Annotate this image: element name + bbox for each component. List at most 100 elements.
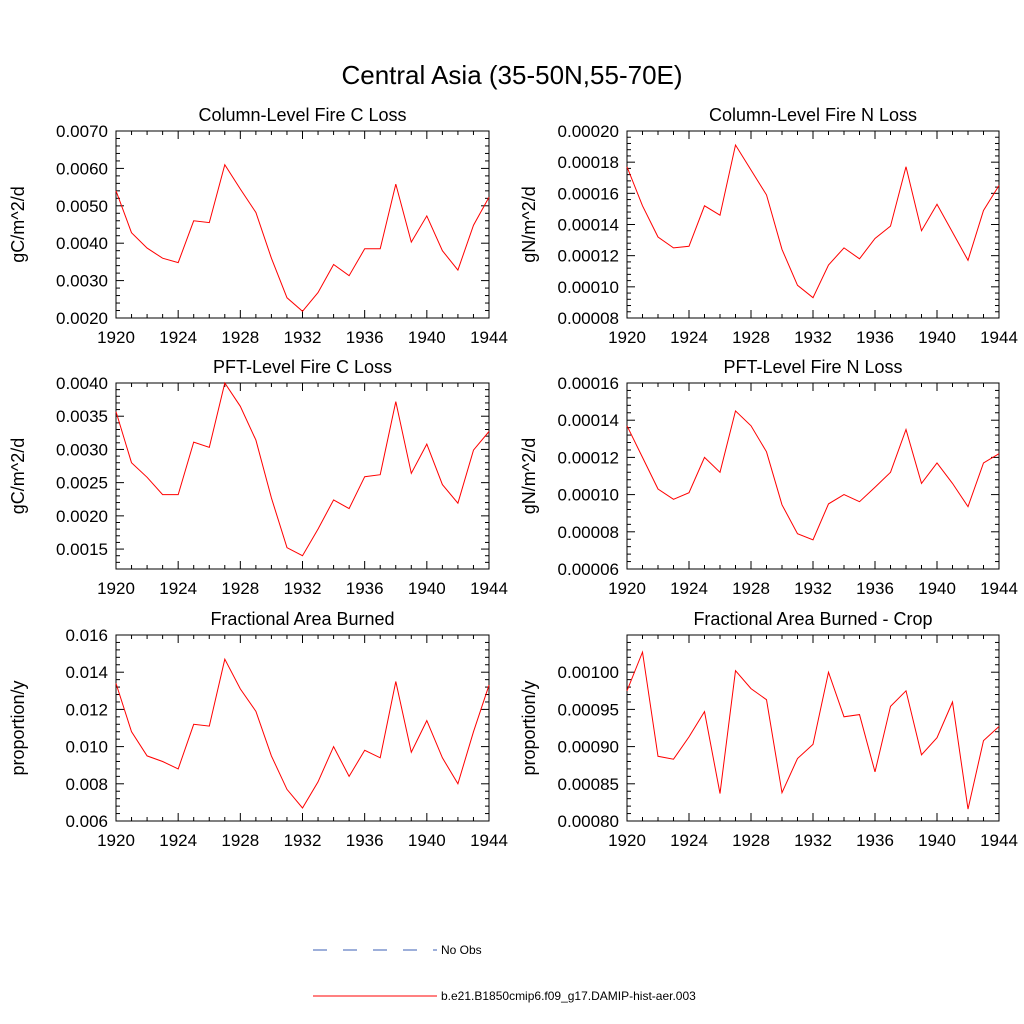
x-tick-label: 1940 <box>918 831 956 850</box>
y-tick-label: 0.00090 <box>558 738 619 757</box>
y-axis-label: proportion/y <box>519 680 539 775</box>
y-tick-label: 0.0020 <box>56 309 108 328</box>
chart-panels: Column-Level Fire C Loss gC/m^2/d 1920 1924… <box>8 105 1018 850</box>
x-tick-label: 1920 <box>97 328 135 347</box>
chart-panel-2: Column-Level Fire N Loss gN/m^2/d 1920 1924… <box>519 105 1018 347</box>
x-tick-label: 1932 <box>284 579 322 598</box>
y-axis-label: gC/m^2/d <box>8 438 28 514</box>
panel-title: Column-Level Fire C Loss <box>198 105 406 125</box>
y-tick-label: 0.00080 <box>558 812 619 831</box>
series-line <box>626 409 1000 541</box>
chart-panel-3: PFT-Level Fire C Loss gC/m^2/d 1920 1924 192… <box>8 357 508 598</box>
y-tick-label: 0.014 <box>65 663 108 682</box>
y-tick-label: 0.00012 <box>558 448 619 467</box>
y-tick-label: 0.00016 <box>558 184 619 203</box>
series-line <box>626 650 1000 810</box>
x-tick-label: 1928 <box>732 328 770 347</box>
x-tick-label: 1936 <box>346 831 384 850</box>
x-tick-label: 1936 <box>346 328 384 347</box>
y-tick-label: 0.0030 <box>56 272 108 291</box>
plot-frame <box>626 382 1000 570</box>
y-axis-label: gC/m^2/d <box>8 186 28 262</box>
y-tick-label: 0.0040 <box>56 234 108 253</box>
chart-panel-6: Fractional Area Burned - Crop proportion/… <box>519 609 1018 850</box>
y-tick-label: 0.00014 <box>558 216 619 235</box>
x-tick-label: 1928 <box>221 831 259 850</box>
panel-title: Fractional Area Burned <box>210 609 394 629</box>
series-line <box>115 657 490 809</box>
x-tick-label: 1940 <box>918 579 956 598</box>
x-tick-label: 1944 <box>980 831 1018 850</box>
x-tick-label: 1944 <box>980 579 1018 598</box>
x-tick-label: 1936 <box>856 831 894 850</box>
legend: No Obs b.e21.B1850cmip6.f09_g17.DAMIP-his… <box>313 943 696 1003</box>
y-tick-label: 0.00012 <box>558 247 619 266</box>
x-tick-label: 1920 <box>97 831 135 850</box>
series-line <box>115 163 490 313</box>
x-tick-label: 1920 <box>608 579 646 598</box>
x-tick-label: 1928 <box>221 328 259 347</box>
x-tick-label: 1932 <box>794 831 832 850</box>
plot-frame <box>115 382 490 570</box>
x-tick-label: 1924 <box>159 328 197 347</box>
x-tick-label: 1932 <box>284 831 322 850</box>
chart-panel-5: Fractional Area Burned proportion/y 1920 19… <box>8 609 508 850</box>
x-tick-label: 1928 <box>221 579 259 598</box>
x-tick-label: 1924 <box>670 328 708 347</box>
x-tick-label: 1920 <box>97 579 135 598</box>
y-tick-label: 0.00095 <box>558 700 619 719</box>
x-tick-label: 1944 <box>470 831 508 850</box>
y-tick-label: 0.00085 <box>558 775 619 794</box>
y-tick-label: 0.0060 <box>56 159 108 178</box>
x-tick-label: 1944 <box>470 579 508 598</box>
x-tick-label: 1944 <box>470 328 508 347</box>
x-tick-label: 1924 <box>159 831 197 850</box>
x-tick-label: 1940 <box>918 328 956 347</box>
x-tick-label: 1940 <box>408 328 446 347</box>
y-tick-label: 0.00010 <box>558 486 619 505</box>
x-tick-label: 1936 <box>346 579 384 598</box>
y-tick-label: 0.00016 <box>558 374 619 393</box>
y-tick-label: 0.010 <box>65 738 108 757</box>
plot-frame <box>115 634 490 822</box>
x-tick-label: 1924 <box>670 831 708 850</box>
figure-title: Central Asia (35-50N,55-70E) <box>341 60 682 90</box>
x-tick-label: 1936 <box>856 579 894 598</box>
y-axis-label: gN/m^2/d <box>519 186 539 262</box>
x-tick-label: 1920 <box>608 328 646 347</box>
y-tick-label: 0.006 <box>65 812 108 831</box>
series-line <box>626 143 1000 299</box>
series-line <box>115 381 490 557</box>
y-tick-label: 0.0015 <box>56 540 108 559</box>
y-tick-label: 0.00014 <box>558 411 619 430</box>
panel-title: Column-Level Fire N Loss <box>709 105 917 125</box>
x-tick-label: 1940 <box>408 579 446 598</box>
y-tick-label: 0.0025 <box>56 474 108 493</box>
legend-label: No Obs <box>441 943 482 957</box>
legend-label: b.e21.B1850cmip6.f09_g17.DAMIP-hist-aer.… <box>441 989 696 1003</box>
y-tick-label: 0.00018 <box>558 153 619 172</box>
y-tick-label: 0.0030 <box>56 440 108 459</box>
x-tick-label: 1932 <box>794 579 832 598</box>
x-tick-label: 1928 <box>732 579 770 598</box>
y-axis-label: proportion/y <box>8 680 28 775</box>
x-tick-label: 1920 <box>608 831 646 850</box>
plot-frame <box>115 130 490 319</box>
y-tick-label: 0.00006 <box>558 560 619 579</box>
panel-title: PFT-Level Fire C Loss <box>213 357 392 377</box>
y-tick-label: 0.0070 <box>56 122 108 141</box>
x-tick-label: 1940 <box>408 831 446 850</box>
panel-title: Fractional Area Burned - Crop <box>693 609 932 629</box>
chart-panel-1: Column-Level Fire C Loss gC/m^2/d 1920 1924… <box>8 105 508 347</box>
plot-frame <box>626 634 1000 822</box>
x-tick-label: 1924 <box>159 579 197 598</box>
x-tick-label: 1936 <box>856 328 894 347</box>
y-tick-label: 0.012 <box>65 700 108 719</box>
y-tick-label: 0.0050 <box>56 197 108 216</box>
y-tick-label: 0.00010 <box>558 278 619 297</box>
y-tick-label: 0.016 <box>65 626 108 645</box>
plot-frame <box>626 130 1000 319</box>
x-tick-label: 1932 <box>794 328 832 347</box>
y-tick-label: 0.00100 <box>558 663 619 682</box>
